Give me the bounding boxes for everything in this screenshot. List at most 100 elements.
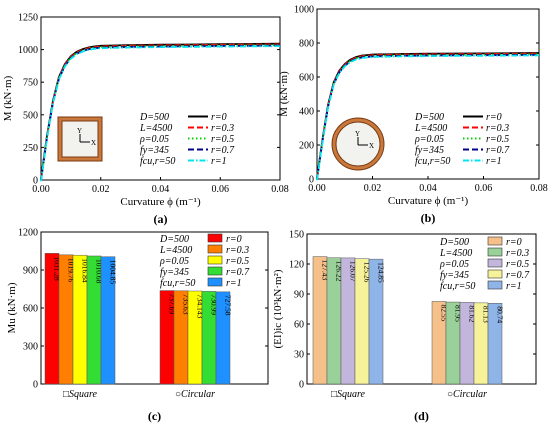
legend-label-1: r=0.3 <box>506 248 529 259</box>
y-tick-label: 300 <box>23 342 38 353</box>
legend-label-0: r=0 <box>211 112 227 123</box>
param-label: ρ=0.05 <box>414 134 444 145</box>
category-label: □Square <box>63 389 98 400</box>
y-tick-label: 900 <box>23 266 38 277</box>
bar-value-label: 81.95 <box>454 305 463 322</box>
bar-value-label: 126.22 <box>335 261 344 282</box>
category-label: ○Circular <box>175 389 215 400</box>
legend-swatch-2 <box>487 258 503 268</box>
bar-value-label: 737.69 <box>168 294 177 315</box>
series-line-1 <box>316 52 540 179</box>
bar-value-label: 81.13 <box>482 306 491 323</box>
y-tick-label: 60 <box>294 320 304 331</box>
legend-label-0: r=0 <box>486 112 502 123</box>
panel-c-bar-chart: 0 300 600 900 1200 1031.28 1019.76 1016.84 1010.… <box>6 228 269 423</box>
y-tick-label: 600 <box>23 304 38 315</box>
legend-label-3: r=0.7 <box>226 267 250 278</box>
param-label: ρ=0.05 <box>139 134 169 145</box>
y-axis-label: M (kN·m) <box>2 75 14 121</box>
legend-label-2: r=0.5 <box>506 259 529 270</box>
category-label: □Square <box>331 389 366 400</box>
series-line-3 <box>316 53 540 180</box>
legend-label-2: r=0.5 <box>486 134 509 145</box>
bar-value-label: 730.99 <box>210 294 219 315</box>
param-label: fcu,r=50 <box>415 156 450 167</box>
bar-value-label: 735.63 <box>182 294 191 315</box>
y-tick-label: 1000 <box>294 5 314 16</box>
series-line-4 <box>316 54 540 181</box>
legend-label-3: r=0.7 <box>506 270 530 281</box>
panel-d-bar-chart: 0 30 60 90 120 150 127.43 126.22 126.07 125.26 124… <box>272 230 537 423</box>
bar-value-label: 80.74 <box>496 306 505 323</box>
bar-value-label: 1004.85 <box>109 260 118 285</box>
bar-value-label: 1016.84 <box>81 258 90 283</box>
x-tick-label: 0.08 <box>530 183 548 194</box>
inset-y-label: Y <box>77 127 82 135</box>
legend-swatch-1 <box>207 244 223 254</box>
panel-label: (b) <box>421 211 436 225</box>
param-label: ρ=0.05 <box>439 259 469 270</box>
legend-swatch-2 <box>207 255 223 265</box>
legend-swatch-4 <box>207 277 223 287</box>
inset-x-label: X <box>91 139 96 147</box>
y-tick-label: 150 <box>289 230 304 241</box>
y-tick-label: 0 <box>309 175 314 186</box>
param-label: L=4500 <box>139 123 172 134</box>
y-tick-label: 1200 <box>18 228 38 239</box>
legend-label-4: r=1 <box>226 278 242 289</box>
legend-label-1: r=0.3 <box>226 245 249 256</box>
legend-label-1: r=0.3 <box>211 123 234 134</box>
x-tick-label: 0.02 <box>364 183 382 194</box>
y-axis-label: (EI)ic (10³kN·m²) <box>272 269 284 348</box>
y-tick-label: 120 <box>289 260 304 271</box>
bar-value-label: 124.85 <box>377 262 386 283</box>
series-line-4 <box>40 45 281 182</box>
x-axis-label: Curvature ϕ (m⁻¹) <box>388 195 469 207</box>
plot-frame <box>306 233 537 385</box>
param-label: fy=345 <box>140 145 169 156</box>
y-tick-label: 0 <box>33 380 38 391</box>
legend-label-0: r=0 <box>226 234 242 245</box>
param-label: fcu,r=50 <box>140 156 175 167</box>
bar-value-label: 126.07 <box>349 261 358 282</box>
bar-1-4 <box>215 291 231 385</box>
x-tick-label: 0.00 <box>32 184 50 195</box>
legend-swatch-3 <box>487 269 503 279</box>
x-tick-label: 0.04 <box>419 183 437 194</box>
y-tick-label: 0 <box>299 380 304 391</box>
param-label: D=500 <box>159 234 189 245</box>
inset-y-label: Y <box>355 130 360 138</box>
y-tick-label: 1000 <box>18 45 38 56</box>
y-tick-label: 600 <box>299 73 314 84</box>
bar-0-4 <box>368 258 384 385</box>
legend-swatch-1 <box>487 247 503 257</box>
param-label: L=4500 <box>159 245 192 256</box>
panel-b-line-chart: 0 200 400 600 800 1000 0.00 0.02 0.04 0.06 0.08 Cur… <box>278 5 548 226</box>
legend-swatch-0 <box>207 233 223 243</box>
bar-value-label: 127.43 <box>321 260 330 281</box>
bar-value-label: 81.62 <box>468 305 477 322</box>
param-label: L=4500 <box>439 248 472 259</box>
param-label: fy=345 <box>440 270 469 281</box>
param-label: D=500 <box>414 112 444 123</box>
category-label: ○Circular <box>447 389 487 400</box>
param-label: D=500 <box>439 237 469 248</box>
param-label: fcu,r=50 <box>440 281 475 292</box>
inset-x-label: X <box>369 142 374 150</box>
bar-value-label: 82.55 <box>440 304 449 321</box>
y-tick-label: 250 <box>23 143 38 154</box>
y-tick-label: 90 <box>294 290 304 301</box>
bar-value-label: 1019.76 <box>67 258 76 283</box>
legend-label-0: r=0 <box>506 237 522 248</box>
y-tick-label: 400 <box>299 107 314 118</box>
x-tick-label: 0.04 <box>152 184 170 195</box>
panel-label: (d) <box>414 409 429 423</box>
y-tick-label: 200 <box>299 141 314 152</box>
bar-value-label: 125.26 <box>363 262 372 283</box>
x-axis-label: Curvature ϕ (m⁻¹) <box>120 196 201 208</box>
param-label: fcu,r=50 <box>160 278 195 289</box>
x-tick-label: 0.08 <box>271 184 289 195</box>
legend-label-4: r=1 <box>211 156 227 167</box>
y-tick-label: 30 <box>294 350 304 361</box>
